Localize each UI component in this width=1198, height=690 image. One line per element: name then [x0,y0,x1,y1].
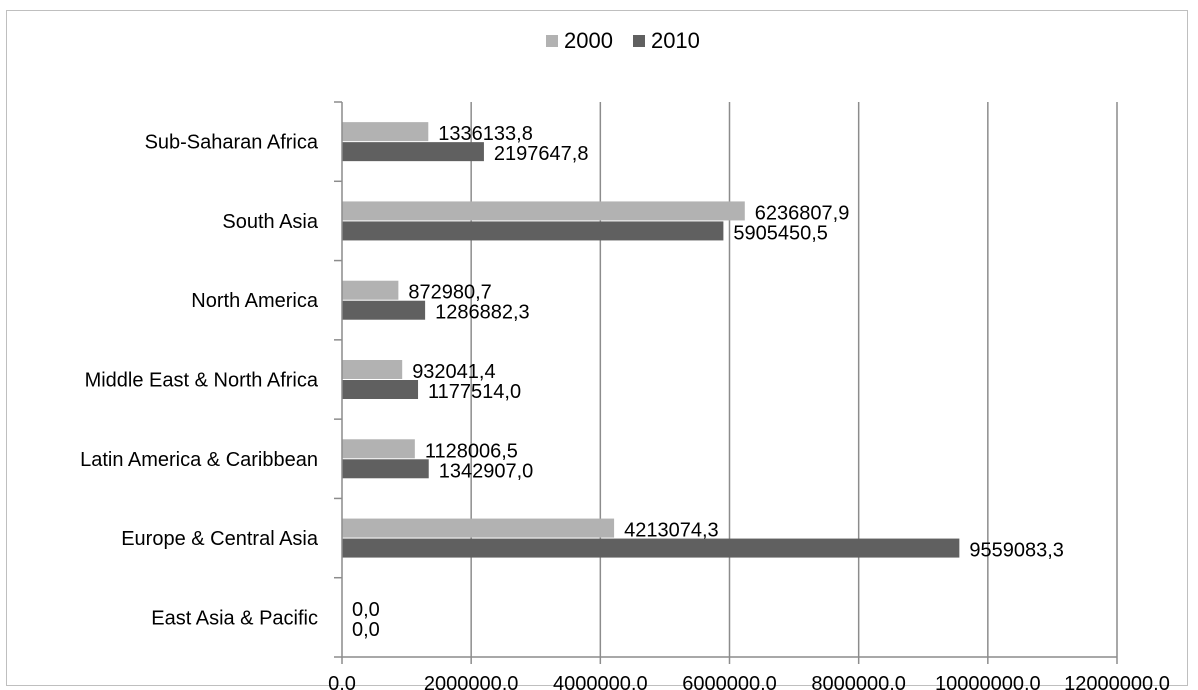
category-label-1: Europe & Central Asia [121,528,319,550]
data-label-2010-5: 5905450,5 [733,222,828,244]
bar-2010-1 [342,538,960,558]
data-label-2000-3: 932041,4 [412,361,495,383]
x-tick-label-4: 8000000,0 [811,673,906,690]
legend-item-2010: 2010 [632,28,700,54]
bar-2000-1 [342,518,615,538]
data-label-2000-6: 1336133,8 [438,123,533,145]
category-label-2: Latin America & Caribbean [80,449,318,471]
bar-2010-2 [342,459,429,479]
data-label-2010-6: 2197647,8 [494,143,589,165]
bar-2000-2 [342,439,415,459]
bar-2000-5 [342,201,745,221]
bar-2010-6 [342,142,484,162]
legend-item-2000: 2000 [546,28,613,54]
bar-2010-5 [342,221,724,241]
legend-swatch-2010 [632,35,645,47]
x-tick-label-2: 4000000,0 [553,673,648,690]
category-label-5: South Asia [222,211,319,233]
bar-2000-6 [342,122,429,142]
data-label-2000-2: 1128006,5 [425,440,518,462]
bar-2010-4 [342,300,426,320]
legend-label-2010: 2010 [650,28,700,53]
category-label-3: Middle East & North Africa [85,370,319,392]
bar-2010-3 [342,380,419,399]
data-label-2000-4: 872980,7 [408,282,491,304]
bar-2000-4 [342,280,399,300]
bar-2000-3 [342,360,403,379]
data-label-2010-1: 9559083,3 [969,540,1064,562]
data-label-2000-0: 0,0 [352,599,380,621]
category-label-6: Sub-Saharan Africa [145,132,319,154]
category-label-4: North America [191,290,319,312]
category-label-0: East Asia & Pacific [151,607,318,629]
x-tick-label-1: 2000000,0 [424,673,519,690]
data-label-2010-2: 1342907,0 [439,460,534,482]
legend-swatch-2000 [546,35,558,47]
data-label-2010-0: 0,0 [352,619,380,641]
x-tick-label-0: 0,0 [328,673,356,690]
x-tick-label-5: 10000000,0 [935,673,1041,690]
legend-label-2000: 2000 [564,28,613,53]
data-label-2010-3: 1177514,0 [428,381,521,403]
data-label-2010-4: 1286882,3 [435,302,530,324]
legend: 2000 2010 [546,28,720,54]
x-tick-label-6: 12000000,0 [1064,673,1170,690]
data-label-2000-1: 4213074,3 [624,520,719,542]
chart-frame [6,10,1188,686]
data-label-2000-5: 6236807,9 [755,202,850,224]
x-tick-label-3: 6000000,0 [682,673,777,690]
